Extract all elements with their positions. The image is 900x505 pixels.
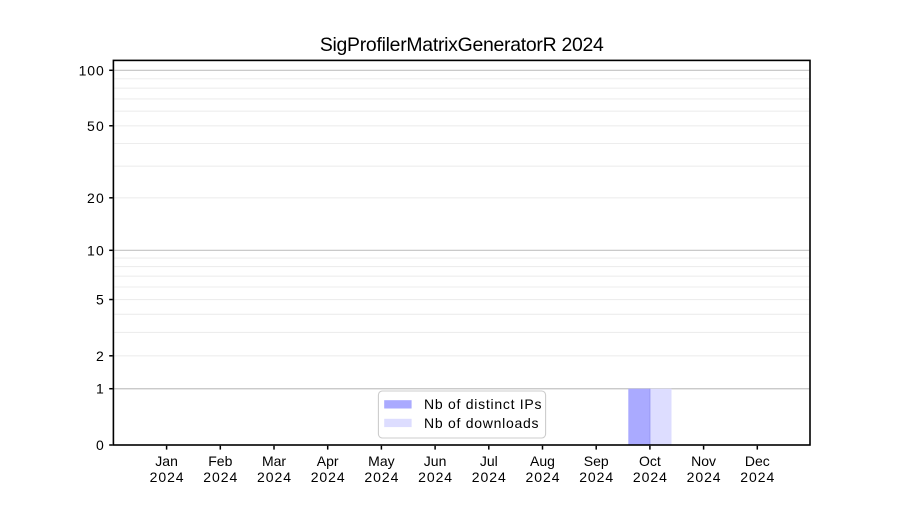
- svg-text:0: 0: [96, 437, 104, 453]
- svg-text:May: May: [368, 453, 394, 469]
- svg-text:5: 5: [96, 292, 104, 308]
- svg-text:2: 2: [96, 348, 104, 364]
- svg-text:2024: 2024: [203, 469, 237, 485]
- svg-text:20: 20: [87, 190, 104, 206]
- svg-text:2024: 2024: [633, 469, 667, 485]
- svg-text:1: 1: [96, 381, 104, 397]
- svg-text:2024: 2024: [257, 469, 291, 485]
- svg-text:SigProfilerMatrixGeneratorR 20: SigProfilerMatrixGeneratorR 2024: [320, 34, 604, 56]
- svg-text:2024: 2024: [472, 469, 506, 485]
- svg-text:2024: 2024: [364, 469, 398, 485]
- svg-text:2024: 2024: [687, 469, 721, 485]
- svg-text:Sep: Sep: [584, 453, 609, 469]
- svg-text:Jun: Jun: [424, 453, 447, 469]
- svg-text:2024: 2024: [740, 469, 774, 485]
- svg-text:100: 100: [79, 62, 104, 78]
- svg-text:Apr: Apr: [317, 453, 339, 469]
- svg-text:2024: 2024: [418, 469, 452, 485]
- svg-text:Nb of downloads: Nb of downloads: [424, 415, 539, 431]
- svg-text:50: 50: [87, 118, 104, 134]
- svg-text:Dec: Dec: [745, 453, 770, 469]
- svg-text:Mar: Mar: [262, 453, 286, 469]
- svg-text:Nb of distinct IPs: Nb of distinct IPs: [424, 396, 542, 412]
- svg-text:Jul: Jul: [480, 453, 498, 469]
- svg-text:Aug: Aug: [530, 453, 555, 469]
- svg-text:10: 10: [87, 242, 104, 258]
- svg-text:2024: 2024: [526, 469, 560, 485]
- svg-text:Jan: Jan: [155, 453, 178, 469]
- svg-text:Nov: Nov: [691, 453, 716, 469]
- svg-text:2024: 2024: [150, 469, 184, 485]
- svg-text:2024: 2024: [311, 469, 345, 485]
- svg-text:Feb: Feb: [208, 453, 232, 469]
- svg-text:Oct: Oct: [639, 453, 661, 469]
- svg-text:2024: 2024: [579, 469, 613, 485]
